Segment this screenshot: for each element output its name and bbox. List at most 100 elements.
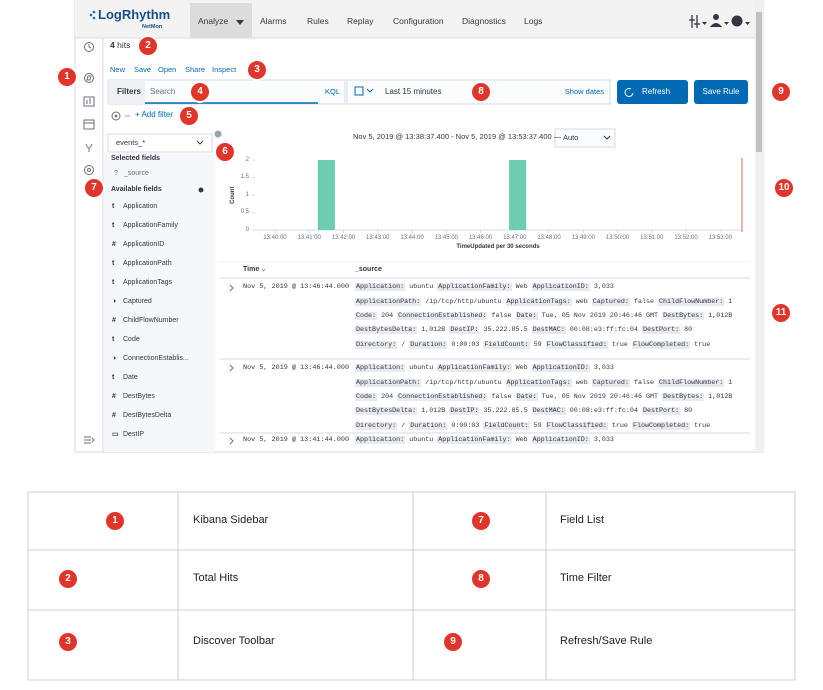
logo-dot: [92, 10, 96, 14]
source-value: 3,033: [593, 436, 614, 445]
nav-caret: [236, 20, 244, 25]
save-rule-label[interactable]: Save Rule: [702, 87, 740, 97]
expand-icons[interactable]: [229, 284, 234, 445]
source-value: 3,033: [593, 283, 614, 292]
field-name[interactable]: DestIP: [123, 431, 145, 439]
source-key: Captured:: [591, 378, 630, 387]
interval-select[interactable]: [554, 128, 616, 148]
field-type-icon: #: [112, 241, 116, 249]
field-name[interactable]: ApplicationID: [123, 241, 165, 249]
field-settings-icon[interactable]: [198, 187, 204, 193]
table-number-circle: [104, 510, 126, 532]
table-label: Total Hits: [193, 572, 239, 585]
source-key: Application:: [355, 436, 406, 445]
field-name[interactable]: ChildFlowNumber: [123, 317, 179, 325]
field-name[interactable]: Code: [123, 336, 140, 344]
x-tick-label: 13:48:00: [537, 234, 561, 241]
nav-bar: [75, 0, 755, 38]
refresh-label[interactable]: Refresh: [642, 87, 671, 97]
x-tick-label: 13:49:00: [571, 234, 595, 241]
nav-menu-item[interactable]: Configuration: [393, 16, 444, 27]
source-key: FlowClassified:: [545, 340, 608, 349]
field-name[interactable]: ConnectionEstablis...: [123, 355, 189, 363]
toolbar-link[interactable]: Open: [158, 64, 177, 74]
toolbar-link[interactable]: Save: [134, 64, 152, 74]
source-value: 204: [381, 311, 394, 320]
nav-menu-item[interactable]: Rules: [307, 16, 329, 27]
nav-menu-item[interactable]: Logs: [524, 16, 543, 27]
filter-options-icon[interactable]: [111, 111, 121, 121]
doc-timestamp[interactable]: Nov 5, 2019 @ 13:41:44.000: [243, 436, 350, 445]
toolbar-link[interactable]: Share: [185, 64, 206, 74]
field-type-icon: t: [112, 222, 115, 230]
table-number-circle: [470, 568, 492, 590]
source-key: ApplicationPath:: [355, 297, 422, 306]
kql-toggle[interactable]: KQL: [325, 86, 341, 96]
time-range[interactable]: Last 15 minutes: [385, 87, 442, 97]
field-name[interactable]: ApplicationPath: [123, 260, 172, 268]
nav-menu-item[interactable]: Analyze: [198, 16, 229, 27]
y-tick-label: 1: [245, 191, 249, 198]
nav-menu-item[interactable]: Diagnostics: [462, 16, 506, 27]
table-label: Discover Toolbar: [193, 635, 275, 648]
field-name[interactable]: ApplicationFamily: [123, 222, 178, 230]
histogram-bar[interactable]: [317, 160, 335, 230]
histogram-bar[interactable]: [509, 160, 527, 230]
source-key: Directory:: [355, 421, 398, 430]
source-value: 0:00:03: [451, 340, 480, 349]
callout-circle: [56, 66, 78, 88]
sort-icon[interactable]: [261, 268, 266, 272]
x-tick-label: 13:52:00: [674, 234, 698, 241]
table-label: Time Filter: [560, 572, 612, 585]
field-name[interactable]: DestBytes: [123, 393, 155, 401]
collapse-icon[interactable]: [214, 130, 222, 138]
source-key: DestIP:: [449, 326, 480, 335]
index-pattern[interactable]: events_*: [116, 137, 146, 147]
source-value: 35.222.85.5: [483, 407, 528, 416]
field-name[interactable]: DestBytesDelta: [123, 412, 172, 420]
refresh-button[interactable]: [617, 80, 688, 104]
source-value: 59: [533, 421, 542, 430]
doc-timestamp[interactable]: Nov 5, 2019 @ 13:46:44.000: [243, 364, 350, 373]
index-pattern-select[interactable]: [107, 133, 213, 153]
source-value: Tue, 05 Nov 2019 20:46:46 GMT: [541, 392, 659, 401]
source-value: /ip/tcp/http/ubuntu: [425, 297, 502, 306]
source-value: 80: [684, 407, 693, 416]
source-key: DestBytes:: [662, 311, 705, 320]
field-name[interactable]: _source: [124, 170, 149, 178]
source-value: ubuntu: [409, 436, 434, 445]
sidebar-icons[interactable]: [83, 42, 95, 444]
table-number: 2: [65, 573, 71, 584]
source-value: /: [401, 421, 406, 430]
callout: 5: [186, 110, 192, 121]
callout: 10: [778, 182, 790, 193]
source-key: DestMAC:: [531, 326, 566, 335]
search-placeholder[interactable]: Search: [150, 87, 176, 97]
interval-value[interactable]: Auto: [563, 132, 579, 142]
scrollbar-thumb[interactable]: [756, 12, 762, 152]
callout: 4: [197, 86, 203, 97]
field-name[interactable]: Date: [123, 374, 138, 382]
table-number-circle: [57, 631, 79, 653]
x-tick-label: 13:40:00: [263, 234, 287, 241]
query-bar[interactable]: [107, 79, 346, 105]
field-name[interactable]: Application: [123, 203, 158, 211]
source-line: DestBytesDelta: 1,012B DestIP: 35.222.85…: [355, 326, 692, 335]
logo: LogRhythm: [98, 6, 171, 22]
toolbar-link[interactable]: New: [110, 64, 126, 74]
doc-timestamp[interactable]: Nov 5, 2019 @ 13:46:44.000: [243, 283, 350, 292]
y-tick-label: 0.5: [240, 209, 249, 216]
source-value: /: [401, 340, 406, 349]
source-line: Application: ubuntu ApplicationFamily: W…: [355, 283, 614, 292]
source-key: DestBytes:: [662, 392, 705, 401]
add-filter[interactable]: + Add filter: [135, 110, 174, 120]
field-name[interactable]: Captured: [123, 298, 152, 306]
nav-menu-item[interactable]: Replay: [347, 16, 374, 27]
source-value: 1: [728, 378, 733, 387]
field-name[interactable]: ApplicationTags: [123, 279, 173, 287]
nav-menu-item[interactable]: Alarms: [260, 16, 287, 27]
source-key: FieldCount:: [483, 340, 530, 349]
toolbar-link[interactable]: Inspect: [212, 64, 237, 74]
show-dates[interactable]: Show dates: [564, 86, 604, 96]
save-rule-button[interactable]: [694, 80, 748, 104]
